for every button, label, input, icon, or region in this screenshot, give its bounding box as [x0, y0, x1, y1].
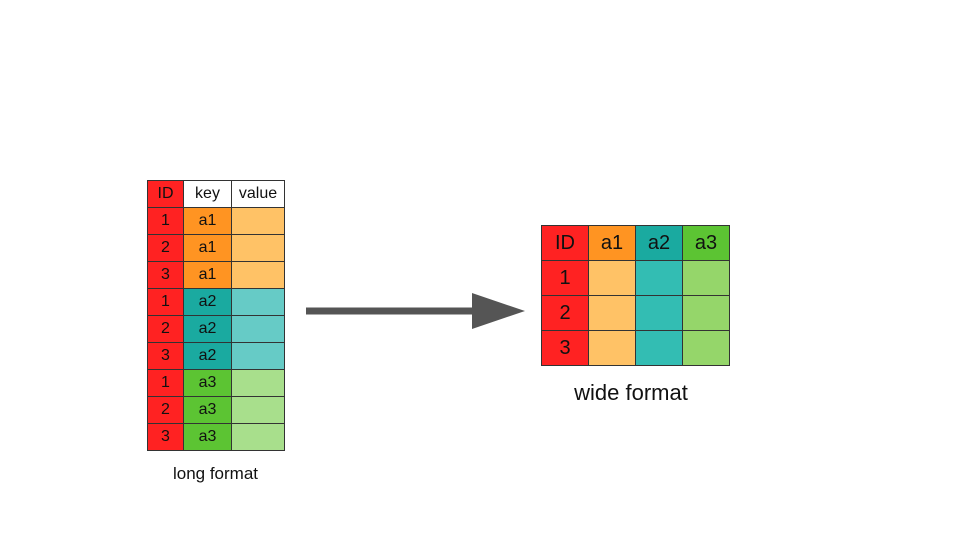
long-header-row: ID key value [147, 180, 285, 208]
wide-row: 3 [541, 330, 730, 366]
long-value-cell [231, 234, 285, 262]
long-id-cell: 2 [147, 396, 184, 424]
arrow-head [472, 293, 525, 329]
long-row: 1 a2 [147, 288, 285, 316]
long-value-cell [231, 207, 285, 235]
long-row: 2 a1 [147, 234, 285, 262]
wide-a3-cell [682, 295, 730, 331]
long-row: 2 a2 [147, 315, 285, 343]
wide-header-a3: a3 [682, 225, 730, 261]
long-key-cell: a2 [183, 315, 232, 343]
long-format-table: ID key value 1 a1 2 a1 3 a1 1 a2 2 a2 3 … [147, 180, 285, 451]
wide-id-cell: 2 [541, 295, 589, 331]
long-key-cell: a1 [183, 207, 232, 235]
long-id-cell: 3 [147, 342, 184, 370]
wide-header-row: ID a1 a2 a3 [541, 225, 730, 261]
long-header-key: key [183, 180, 232, 208]
wide-format-table: ID a1 a2 a3 1 2 3 [541, 225, 730, 366]
wide-id-cell: 3 [541, 330, 589, 366]
long-header-id: ID [147, 180, 184, 208]
long-key-cell: a3 [183, 423, 232, 451]
long-value-cell [231, 369, 285, 397]
long-value-cell [231, 261, 285, 289]
long-row: 3 a2 [147, 342, 285, 370]
wide-a1-cell [588, 295, 636, 331]
long-key-cell: a2 [183, 288, 232, 316]
long-id-cell: 1 [147, 288, 184, 316]
wide-a3-cell [682, 260, 730, 296]
wide-format-caption: wide format [574, 380, 688, 405]
long-row: 3 a3 [147, 423, 285, 451]
wide-a3-cell [682, 330, 730, 366]
long-value-cell [231, 423, 285, 451]
wide-a2-cell [635, 295, 683, 331]
long-key-cell: a3 [183, 369, 232, 397]
right-arrow-icon [306, 293, 525, 329]
long-row: 2 a3 [147, 396, 285, 424]
long-id-cell: 1 [147, 207, 184, 235]
long-row: 1 a3 [147, 369, 285, 397]
long-id-cell: 3 [147, 261, 184, 289]
wide-row: 2 [541, 295, 730, 331]
long-value-cell [231, 342, 285, 370]
long-id-cell: 1 [147, 369, 184, 397]
wide-a2-cell [635, 330, 683, 366]
wide-header-id: ID [541, 225, 589, 261]
wide-a1-cell [588, 260, 636, 296]
long-key-cell: a2 [183, 342, 232, 370]
wide-id-cell: 1 [541, 260, 589, 296]
long-header-value: value [231, 180, 285, 208]
long-id-cell: 3 [147, 423, 184, 451]
long-row: 3 a1 [147, 261, 285, 289]
long-id-cell: 2 [147, 234, 184, 262]
wide-header-a2: a2 [635, 225, 683, 261]
wide-header-a1: a1 [588, 225, 636, 261]
wide-row: 1 [541, 260, 730, 296]
wide-a2-cell [635, 260, 683, 296]
long-key-cell: a1 [183, 234, 232, 262]
long-key-cell: a3 [183, 396, 232, 424]
long-row: 1 a1 [147, 207, 285, 235]
long-format-caption: long format [172, 464, 259, 483]
long-id-cell: 2 [147, 315, 184, 343]
wide-a1-cell [588, 330, 636, 366]
long-value-cell [231, 396, 285, 424]
long-value-cell [231, 315, 285, 343]
long-key-cell: a1 [183, 261, 232, 289]
long-value-cell [231, 288, 285, 316]
